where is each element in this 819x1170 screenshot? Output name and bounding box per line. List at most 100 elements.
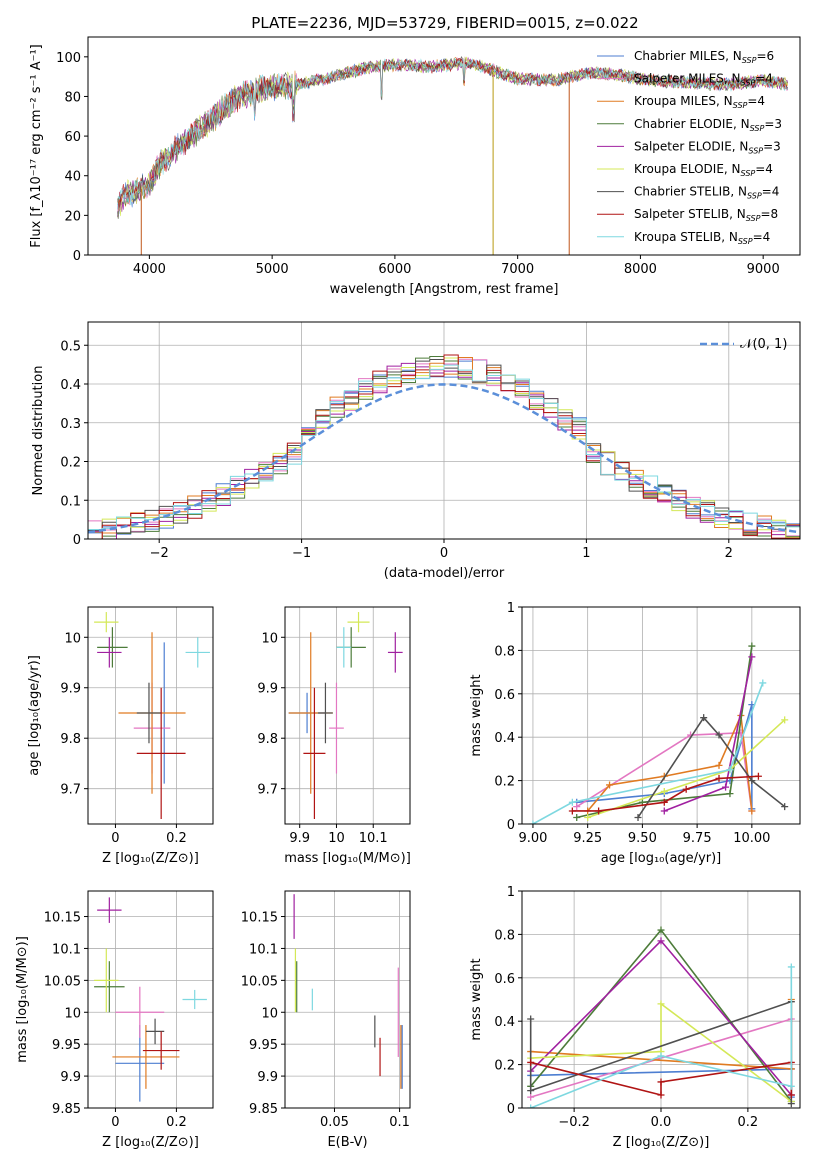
mass-weight-marker <box>657 1000 665 1008</box>
mass-weight-marker <box>527 1104 535 1108</box>
y-tick-label: 0.2 <box>60 456 81 471</box>
mass-weight-marker <box>595 807 603 815</box>
spectrum-panel: 4000 5000 6000 7000 8000 9000 0 20 40 60 80 100 wave… <box>29 36 801 297</box>
y-tick-label: 60 <box>64 130 81 145</box>
age_vs_mass-panel: 9.9 10 10.1 9.7 9.8 9.9 10 mass [log₁₀(M/M⊙)] <box>257 606 411 866</box>
y-tick-label: 1 <box>507 885 515 900</box>
spectrum-xlabel: wavelength [Angstrom, rest frame] <box>330 282 559 297</box>
y-tick-label: 9.8 <box>60 732 81 747</box>
y-tick-label: 0.1 <box>60 494 81 509</box>
y-tick-label: 0.2 <box>494 775 515 790</box>
spectrum-plot-area <box>117 55 789 255</box>
panels: 4000 5000 6000 7000 8000 9000020406080100wave… <box>15 36 801 1150</box>
legend-entry: Chabrier MILES, NSSP=6 <box>634 49 774 65</box>
x-tick-label: 5000 <box>256 262 289 277</box>
mass-weight-line <box>532 682 764 824</box>
mass-weight-marker <box>573 813 581 821</box>
mass-weight-marker <box>748 653 756 661</box>
y-tick-label: 9.8 <box>257 732 278 747</box>
x-tick-label: 0.2 <box>738 1115 759 1130</box>
mass-weight-marker <box>634 813 642 821</box>
y-tick-label: 0 <box>73 249 81 264</box>
mass-weight-line <box>587 719 786 819</box>
mass-weight-marker <box>682 785 690 793</box>
spectrum-line <box>117 57 788 210</box>
x-tick-label: 9.50 <box>628 831 657 846</box>
y-tick-label: 9.85 <box>52 1102 81 1117</box>
y-tick-label: 0 <box>73 533 81 548</box>
mass_vs_Z-ylabel: mass [log₁₀(M/M⊙)] <box>15 936 30 1063</box>
y-tick-label: 9.85 <box>249 1102 278 1117</box>
mass-weight-marker <box>660 787 668 795</box>
mass-weight-marker <box>715 761 723 769</box>
legend-entry: Kroupa ELODIE, NSSP=4 <box>634 162 773 178</box>
histogram-plot-area <box>88 354 800 539</box>
histogram-series <box>88 364 800 531</box>
massweight_vs_Z-plot-area <box>527 926 795 1108</box>
massweight_vs_age-panel: 9.00 9.25 9.50 9.75 10.00 0 0.2 0.4 0.6 0.8 1 age [… <box>469 601 801 866</box>
mass-weight-marker <box>700 714 708 722</box>
x-tick-label: 7000 <box>501 262 534 277</box>
legend-entry: Kroupa MILES, NSSP=4 <box>634 94 765 110</box>
mass-weight-marker <box>726 790 734 798</box>
y-tick-label: 9.95 <box>249 1038 278 1053</box>
x-tick-label: 0.05 <box>320 1115 349 1130</box>
legend-entry: Kroupa STELIB, NSSP=4 <box>634 230 770 246</box>
mass_vs_Z-plot-area <box>94 897 207 1102</box>
age_vs_Z-frame <box>87 606 214 825</box>
mass_vs_ebv-frame <box>284 890 411 1109</box>
x-tick-label: 6000 <box>378 262 411 277</box>
age_vs_Z-panel: 0 0.2 9.7 9.8 9.9 10 Z [log₁₀(Z/Z⊙)] age [log₁₀… <box>27 606 214 866</box>
spectrum-legend: Chabrier MILES, NSSP=6 Salpeter MILES, NS… <box>597 49 782 246</box>
y-tick-label: 10.15 <box>44 911 81 926</box>
x-tick-label: 2 <box>725 546 733 561</box>
y-tick-label: 10 <box>261 631 278 646</box>
normal-curve <box>88 383 800 534</box>
mass-weight-marker <box>715 774 723 782</box>
x-tick-label: 0.1 <box>389 1115 410 1130</box>
massweight_vs_age-frame <box>521 606 801 825</box>
y-tick-label: 20 <box>64 209 81 224</box>
x-tick-label: 0.0 <box>651 1115 672 1130</box>
y-tick-label: 9.9 <box>60 1070 81 1085</box>
mass_vs_ebv-xlabel: E(B-V) <box>327 1135 367 1150</box>
mass-weight-marker <box>660 807 668 815</box>
y-tick-label: 0.4 <box>60 378 81 393</box>
mass-weight-marker <box>715 731 723 739</box>
x-tick-label: 9.00 <box>518 831 547 846</box>
mass-weight-marker <box>754 772 762 780</box>
x-tick-label: −0.2 <box>558 1115 590 1130</box>
x-tick-label: −1 <box>292 546 311 561</box>
y-tick-label: 0.6 <box>494 972 515 987</box>
x-tick-label: 0.2 <box>166 831 187 846</box>
histogram-panel: −2 −1 0 1 2 0 0.1 0.2 0.3 0.4 0.5 (data-model)/erro… <box>31 321 801 581</box>
x-tick-label: 8000 <box>624 262 657 277</box>
histogram-ylabel: Normed distribution <box>31 366 46 496</box>
y-tick-label: 80 <box>64 90 81 105</box>
histogram-series <box>88 359 800 535</box>
mass-weight-marker <box>568 807 576 815</box>
x-tick-label: 9.75 <box>683 831 712 846</box>
y-tick-label: 9.9 <box>257 682 278 697</box>
mass-weight-marker <box>759 679 767 687</box>
y-tick-label: 0.4 <box>494 1015 515 1030</box>
y-tick-label: 100 <box>56 51 81 66</box>
y-tick-label: 0.8 <box>494 928 515 943</box>
mass-weight-marker <box>787 1082 795 1090</box>
mass-weight-marker <box>726 766 734 774</box>
y-tick-label: 10.05 <box>241 974 278 989</box>
mass-weight-marker <box>584 813 592 821</box>
massweight_vs_Z-ylabel: mass weight <box>469 958 484 1040</box>
y-tick-label: 10 <box>261 1006 278 1021</box>
mass-weight-line <box>530 1002 792 1103</box>
y-tick-label: 10.05 <box>44 974 81 989</box>
y-tick-label: 9.7 <box>257 783 278 798</box>
mass-weight-marker <box>527 1093 535 1101</box>
mass-weight-marker <box>527 1058 535 1066</box>
mass-weight-marker <box>781 803 789 811</box>
mass-weight-marker <box>527 1087 535 1095</box>
x-tick-label: −2 <box>150 546 169 561</box>
legend-entry: Chabrier ELODIE, NSSP=3 <box>634 117 782 133</box>
x-tick-label: 4000 <box>133 262 166 277</box>
